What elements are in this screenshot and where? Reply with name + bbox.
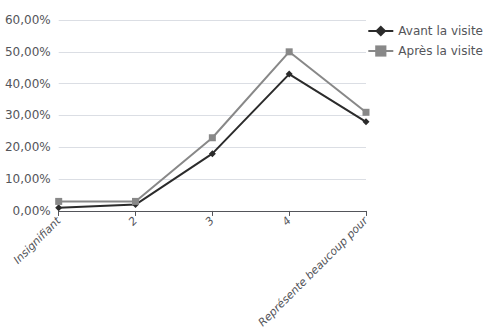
svg-text:30,00%: 30,00% (5, 108, 51, 122)
svg-text:Insignifiant: Insignifiant (11, 214, 64, 267)
svg-text:2: 2 (126, 214, 140, 228)
svg-text:Représente beaucoup pour: Représente beaucoup pour (256, 213, 372, 329)
svg-text:50,00%: 50,00% (5, 45, 51, 59)
svg-text:Après la visite: Après la visite (398, 44, 483, 58)
svg-text:20,00%: 20,00% (5, 140, 51, 154)
svg-text:0,00%: 0,00% (13, 204, 51, 218)
svg-text:3: 3 (203, 214, 217, 228)
svg-text:4: 4 (280, 214, 294, 228)
svg-text:40,00%: 40,00% (5, 77, 51, 91)
svg-text:Avant la visite: Avant la visite (398, 24, 483, 38)
svg-text:10,00%: 10,00% (5, 172, 51, 186)
svg-text:60,00%: 60,00% (5, 13, 51, 27)
